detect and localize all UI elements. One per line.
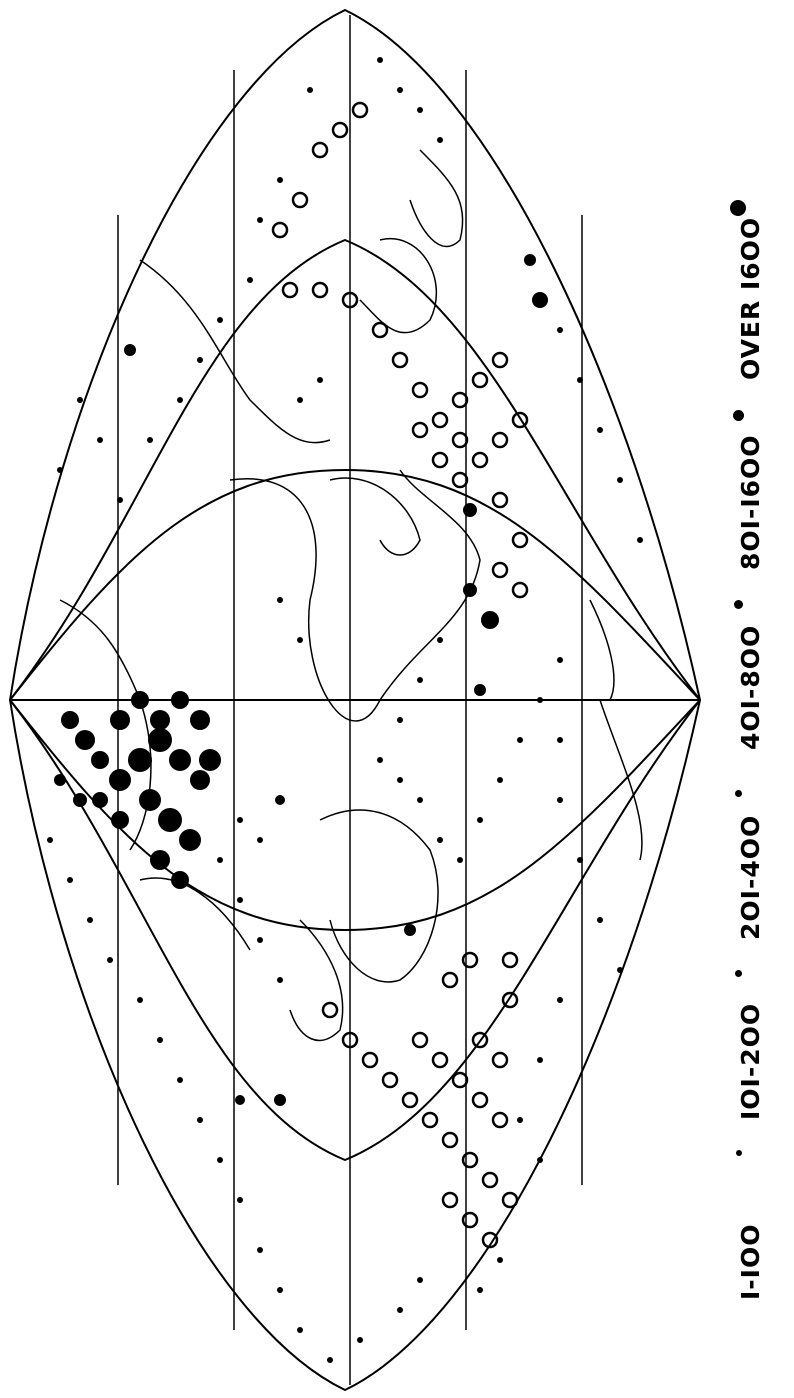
meridian-line [9,699,701,932]
coastlines [59,149,643,1041]
legend-symbol-icon [736,1150,742,1156]
density-dots [54,254,548,1106]
legend-symbol-icon [735,790,742,797]
legend-label: 4OI-8OO [736,624,765,750]
meridian-line [9,468,701,701]
legend-label: IOI-2OO [736,1002,765,1120]
legend-symbol-icon [735,970,742,977]
ring-symbols [271,101,529,1249]
legend-symbol-icon [730,200,746,216]
small-dot-grid [47,57,643,1363]
legend-symbol-icon [734,600,743,609]
legend-label: 2OI-4OO [736,814,765,940]
legend-label: 8OI-I6OO [736,434,765,570]
legend-label: I-IOO [736,1223,765,1300]
legend-symbol-icon [733,410,744,421]
legend-label: OVER I6OO [736,216,765,380]
legend: I-IOO IOI-2OO 2OI-4OO 4OI-8OO 8OI-I6OO O… [700,170,790,1300]
